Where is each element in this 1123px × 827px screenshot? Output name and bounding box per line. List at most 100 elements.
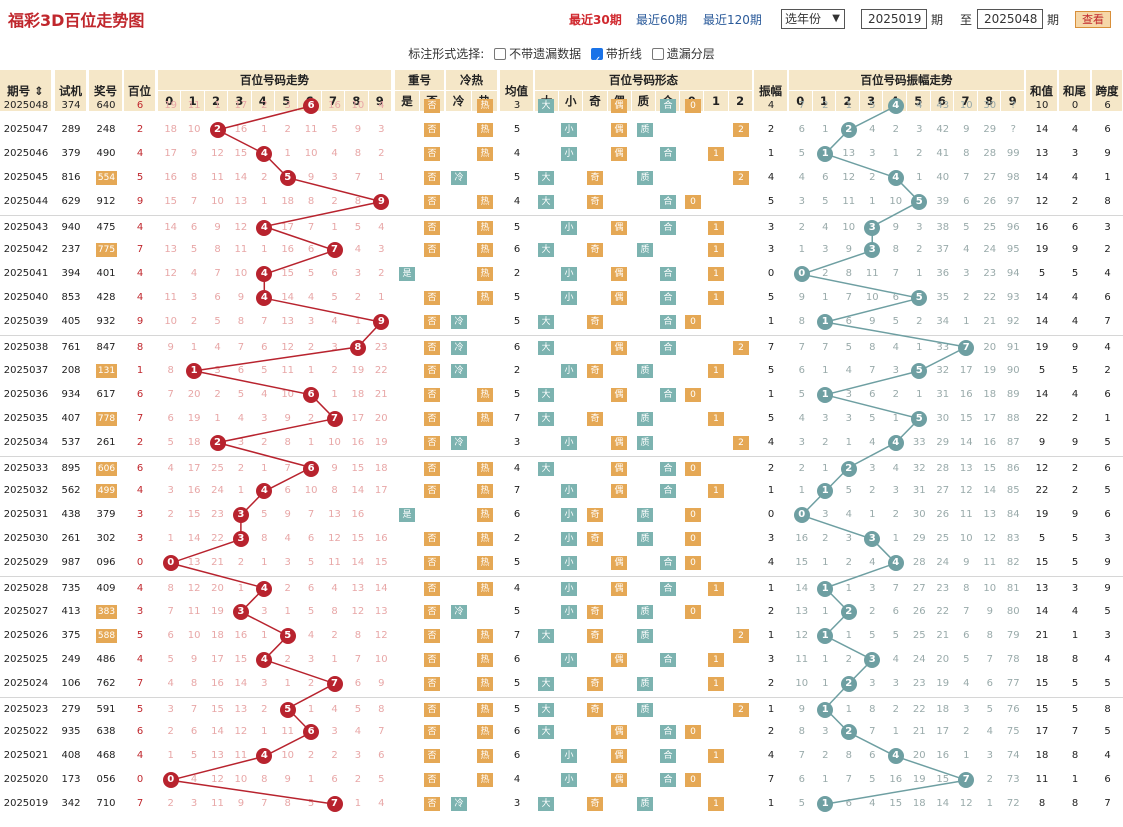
sum-cell: 19 [1035, 244, 1049, 256]
col-issue-header[interactable]: 期号 ⇕ [0, 70, 52, 112]
win-cell: 588 [89, 624, 123, 648]
amp-ball: 2 [840, 460, 857, 477]
form-prime-cell: 合 [660, 341, 676, 355]
form-prime-cell: 质 [637, 411, 653, 426]
issue-cell: 2025039 [3, 316, 49, 328]
from-issue-input[interactable]: 2025019 [861, 9, 927, 29]
amp-cell: 3 [767, 653, 775, 665]
repeat-no-cell: 否 [424, 532, 440, 547]
amp-miss: 7 [892, 583, 899, 594]
query-button[interactable]: 查看 [1075, 11, 1111, 28]
form-parity-cell: 偶 [611, 267, 627, 282]
sum-cell: 5 [1038, 533, 1046, 545]
to-issue-input[interactable]: 2025048 [977, 9, 1043, 29]
recent-60-link[interactable]: 最近60期 [636, 13, 688, 27]
repeat-no-cell: 否 [424, 676, 440, 691]
amp-miss: 5 [869, 774, 876, 786]
amp-ball: 4 [887, 98, 904, 114]
table-row: 2025036 934 617 6 7 20 2 5 4 10 6 1 18 21 否热 5 大偶合 0 1 5 1 3 6… [0, 383, 1123, 407]
issue-cell: 2025032 [3, 485, 49, 497]
trend-miss: 1 [190, 342, 198, 353]
hundred-cell: 3 [136, 533, 144, 545]
year-select[interactable]: 选年份 ▼ [781, 9, 845, 29]
amp-miss: 88 [1006, 412, 1020, 424]
option-miss-layer[interactable]: 遗漏分层 [651, 40, 715, 68]
col-avg-header: 均值 [500, 70, 534, 112]
recent-30-link[interactable]: 最近30期 [569, 13, 622, 27]
amp-miss: 3 [869, 677, 876, 689]
trend-ball: 4 [256, 290, 273, 307]
amp-miss: 5 [869, 629, 876, 641]
amp-miss: 14 [795, 583, 809, 594]
issue-cell: 2025043 [3, 221, 49, 233]
form-prime-cell: 合 [660, 291, 676, 306]
tail-cell: 5 [1071, 533, 1079, 545]
form-prime-cell: 合 [660, 315, 676, 330]
amp-miss: 1 [916, 388, 923, 400]
form-mod-cell: 1 [708, 291, 724, 306]
amp-miss: 2 [798, 221, 805, 233]
trend-ball: 2 [209, 434, 226, 451]
repeat-no-cell: 否 [424, 341, 440, 355]
win-highlight: 131 [96, 363, 117, 378]
trend-miss: 1 [214, 100, 221, 111]
checkbox-icon[interactable] [494, 48, 507, 60]
trend-miss: 5 [331, 292, 338, 304]
chevron-down-icon: ▼ [832, 13, 840, 24]
form-prime-cell: 质 [637, 170, 653, 185]
amp-miss: 1 [869, 195, 876, 207]
trend-miss: 14 [234, 171, 248, 183]
issue-cell: 2025034 [3, 436, 49, 448]
span-cell: 3 [1104, 533, 1111, 545]
amp-miss: 14 [959, 436, 973, 448]
trend-miss: 3 [190, 798, 198, 810]
trend-miss: 10 [187, 123, 201, 135]
tail-cell: 5 [1071, 703, 1079, 715]
form-parity-cell: 奇 [587, 243, 603, 258]
hot-cell: 热 [477, 291, 493, 306]
option-no-miss[interactable]: 不带遗漏数据 [494, 40, 581, 68]
trend-miss: 12 [211, 774, 224, 786]
trend-miss: 11 [304, 123, 318, 135]
trend-miss: 1 [214, 412, 221, 424]
form-size-cell: 大 [538, 315, 554, 330]
span-cell: 5 [1104, 485, 1111, 497]
trend-miss: 7 [354, 653, 362, 665]
trend-miss: 16 [234, 123, 248, 135]
trend-ball: 7 [326, 796, 343, 813]
amp-miss: 6 [845, 798, 852, 810]
amp-miss: 22 [983, 292, 997, 304]
form-mod-cell: 0 [685, 387, 701, 402]
table-row: 2025028 735 409 4 8 12 20 1 4 2 6 4 13 14 否热 4 小偶合 1 1 14 1 1… [0, 576, 1123, 600]
trend-miss: 14 [234, 677, 248, 689]
avg-cell: 3 [513, 798, 521, 810]
checkbox-checked-icon[interactable] [590, 47, 603, 75]
trend-miss: 3 [167, 485, 174, 497]
amp-miss: 2 [869, 171, 876, 183]
amp-miss: 6 [798, 123, 805, 135]
win-cell: 762 [96, 677, 116, 689]
amp-miss: 83 [1006, 533, 1020, 545]
trend-miss: 15 [234, 653, 248, 665]
repeat-yes-cell [395, 648, 420, 672]
amp-miss: 1 [822, 653, 829, 665]
amp-miss: 1 [916, 342, 923, 353]
sum-cell: 14 [1035, 123, 1049, 135]
trend-miss: 6 [237, 364, 245, 376]
option-polyline[interactable]: 带折线 [590, 40, 642, 75]
amp-ball: 1 [817, 314, 834, 331]
table-row: 2025029 987 096 0 0 13 21 2 1 3 5 11 14 15 否热 5 小偶合 0 4 15 1… [0, 551, 1123, 575]
amp-miss: 84 [1006, 509, 1020, 521]
issue-cell: 2025046 [3, 147, 49, 159]
trend-miss: 8 [237, 316, 245, 328]
trend-miss: 21 [211, 557, 224, 569]
hundred-cell: 3 [136, 509, 144, 521]
amp-miss: 9 [986, 605, 993, 617]
win-cell: 554 [89, 166, 123, 190]
form-parity-cell: 奇 [587, 532, 603, 547]
form-size-cell: 小 [561, 652, 577, 667]
checkbox-icon[interactable] [651, 48, 664, 60]
amp-miss: 4 [845, 364, 852, 376]
trend-miss: 10 [351, 100, 365, 111]
recent-120-link[interactable]: 最近120期 [703, 13, 762, 27]
